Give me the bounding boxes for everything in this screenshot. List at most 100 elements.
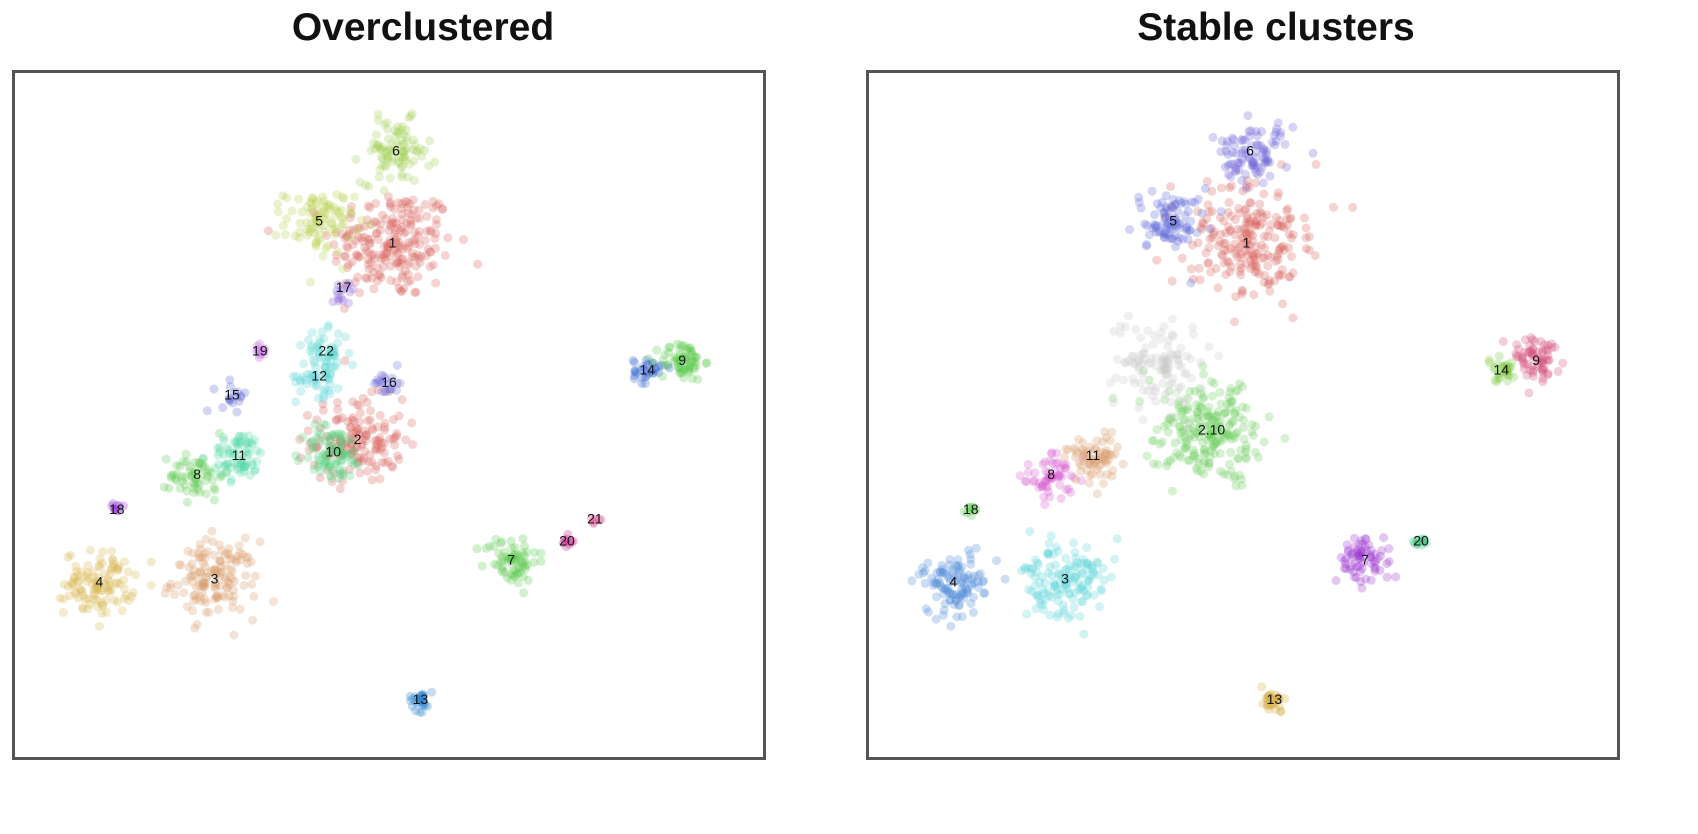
data-point [1095, 452, 1105, 462]
data-point [392, 139, 402, 149]
data-point [1220, 408, 1230, 418]
data-point [1536, 337, 1546, 347]
data-point [77, 567, 87, 577]
data-point [1219, 216, 1229, 226]
data-point [240, 462, 250, 472]
data-point [362, 397, 372, 407]
data-point [1177, 406, 1187, 416]
data-point [392, 232, 402, 242]
data-point [425, 262, 435, 272]
data-point [472, 544, 482, 554]
data-point [1050, 466, 1060, 476]
data-point [371, 465, 381, 475]
data-point [536, 548, 546, 558]
data-point [1272, 251, 1282, 261]
data-point [1225, 419, 1235, 429]
data-point [647, 358, 657, 368]
data-point [1225, 183, 1235, 193]
data-point [298, 372, 308, 382]
data-point [1208, 132, 1218, 142]
data-point [923, 607, 933, 617]
data-point [311, 381, 321, 391]
data-point [684, 343, 694, 353]
data-point [166, 472, 176, 482]
data-point [206, 467, 216, 477]
data-point [336, 429, 346, 439]
data-point [294, 233, 304, 243]
data-point [210, 485, 220, 495]
data-point [215, 581, 225, 591]
cluster-label: 10 [325, 444, 341, 460]
data-point [322, 431, 331, 441]
data-point [497, 565, 507, 575]
data-point [1053, 458, 1063, 468]
data-point [514, 564, 524, 574]
data-point [517, 562, 527, 572]
data-point [1231, 292, 1241, 302]
data-point [315, 338, 325, 348]
data-point [1237, 285, 1247, 295]
data-point [1234, 158, 1244, 168]
data-point [409, 176, 419, 186]
data-point [1065, 588, 1075, 598]
cluster-points [1105, 311, 1224, 431]
data-point [417, 151, 427, 161]
data-point [1078, 554, 1088, 564]
data-point [325, 369, 335, 379]
data-point [1274, 270, 1284, 279]
data-point [588, 518, 598, 528]
data-point [377, 457, 387, 467]
data-point [188, 606, 198, 616]
data-point [1053, 570, 1063, 580]
data-point [1228, 396, 1238, 406]
data-point [236, 391, 246, 401]
data-point [282, 193, 292, 203]
data-point [1259, 232, 1269, 241]
data-point [403, 270, 413, 279]
data-point [520, 541, 529, 551]
data-point [1509, 372, 1519, 382]
data-point [335, 436, 345, 446]
data-point [1204, 243, 1214, 253]
data-point [1048, 458, 1057, 468]
data-point [174, 560, 184, 570]
data-point [331, 228, 341, 237]
data-point [499, 555, 509, 565]
data-point [1216, 183, 1226, 193]
data-point [214, 572, 224, 582]
data-point [373, 109, 383, 119]
data-point [384, 144, 394, 154]
data-point [512, 554, 522, 564]
data-point [1213, 407, 1223, 417]
data-point [1183, 421, 1192, 431]
cluster-points [1208, 111, 1318, 193]
data-point [210, 569, 220, 579]
data-point [1492, 377, 1502, 387]
data-point [518, 548, 528, 558]
data-point [1180, 414, 1190, 424]
data-point [1200, 421, 1210, 430]
data-point [1224, 393, 1234, 403]
data-point [1175, 450, 1185, 460]
data-point [1270, 140, 1280, 150]
data-point [192, 620, 202, 629]
data-point [355, 401, 364, 410]
data-point [1170, 231, 1180, 241]
data-point [227, 554, 237, 564]
data-point [1198, 217, 1208, 227]
data-point [222, 443, 232, 453]
data-point [431, 278, 441, 288]
data-point [314, 215, 324, 224]
data-point [376, 254, 386, 264]
data-point [303, 426, 313, 436]
cluster-label: 5 [1169, 212, 1177, 228]
data-point [327, 473, 336, 483]
data-point [1528, 345, 1538, 355]
data-point [1212, 410, 1222, 420]
data-point [1251, 152, 1261, 162]
data-point [1072, 569, 1082, 579]
data-point [1537, 358, 1547, 368]
data-point [1121, 322, 1131, 332]
data-point [944, 560, 954, 570]
data-point [375, 270, 385, 280]
